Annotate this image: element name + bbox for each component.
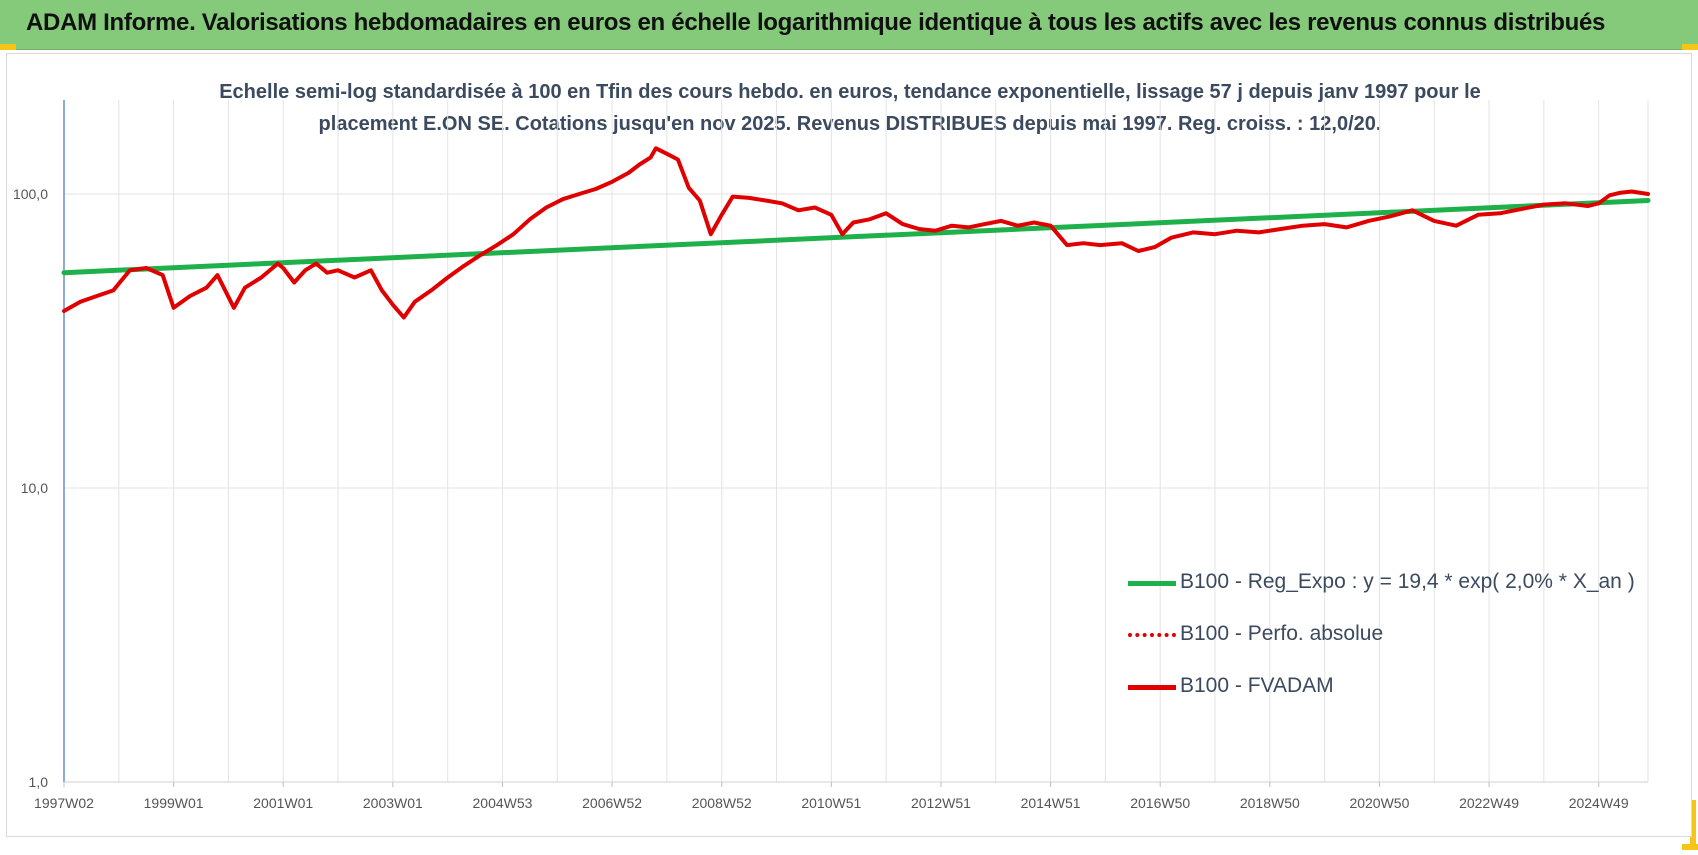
corner-marker-top-right xyxy=(1682,44,1698,50)
x-tick-label: 2018W50 xyxy=(1240,795,1300,811)
x-tick-label: 2022W49 xyxy=(1459,795,1519,811)
x-tick-label: 2001W01 xyxy=(253,795,313,811)
legend-label-reg-expo: B100 - Reg_Expo : y = 19,4 * exp( 2,0% *… xyxy=(1180,570,1635,593)
axis-layer: 1,0 10,0 100,0 1997W02 1999W01 2001W01 2003W01… xyxy=(13,100,1648,811)
y-tick-label: 10,0 xyxy=(21,480,48,496)
x-tick-label: 2012W51 xyxy=(911,795,971,811)
x-tick-label: 2016W50 xyxy=(1130,795,1190,811)
x-tick-label: 1997W02 xyxy=(34,795,94,811)
corner-marker-bottom-right-base xyxy=(1682,844,1698,850)
x-tick-label: 1999W01 xyxy=(144,795,204,811)
subtitle-line-1: Echelle semi-log standardisée à 100 en T… xyxy=(219,81,1481,103)
legend-label-perfo-absolue: B100 - Perfo. absolue xyxy=(1180,622,1384,645)
y-tick-label: 100,0 xyxy=(13,186,48,202)
x-tick-label: 2010W51 xyxy=(801,795,861,811)
grid-layer xyxy=(63,100,1649,783)
series-layer xyxy=(61,146,1651,320)
corner-marker-bottom-right xyxy=(1690,800,1696,850)
x-tick-label: 2004W53 xyxy=(473,795,533,811)
x-tick-label: 2006W52 xyxy=(582,795,642,811)
legend-swatch-reg-expo xyxy=(1128,581,1176,586)
x-tick-label: 2020W50 xyxy=(1349,795,1409,811)
legend-swatch-fvadam xyxy=(1128,685,1176,690)
chart-subtitle: Echelle semi-log standardisée à 100 en T… xyxy=(150,76,1550,140)
legend-label-fvadam: B100 - FVADAM xyxy=(1180,674,1334,697)
x-tick-label: 2014W51 xyxy=(1021,795,1081,811)
x-tick-label: 2003W01 xyxy=(363,795,423,811)
series-reg-expo-line xyxy=(61,198,1651,276)
subtitle-line-2: placement E.ON SE. Cotations jusqu'en no… xyxy=(318,113,1382,135)
y-tick-label: 1,0 xyxy=(29,774,49,790)
title-banner: ADAM Informe. Valorisations hebdomadaire… xyxy=(0,0,1698,50)
corner-marker-top-left xyxy=(0,44,16,50)
x-tick-label: 2008W52 xyxy=(692,795,752,811)
series-fvadam-line xyxy=(62,146,1650,320)
legend-swatch-perfo-absolue xyxy=(1128,633,1176,637)
x-tick-label: 2024W49 xyxy=(1569,795,1629,811)
chart-frame xyxy=(6,53,1692,837)
chart-title: ADAM Informe. Valorisations hebdomadaire… xyxy=(26,9,1606,36)
